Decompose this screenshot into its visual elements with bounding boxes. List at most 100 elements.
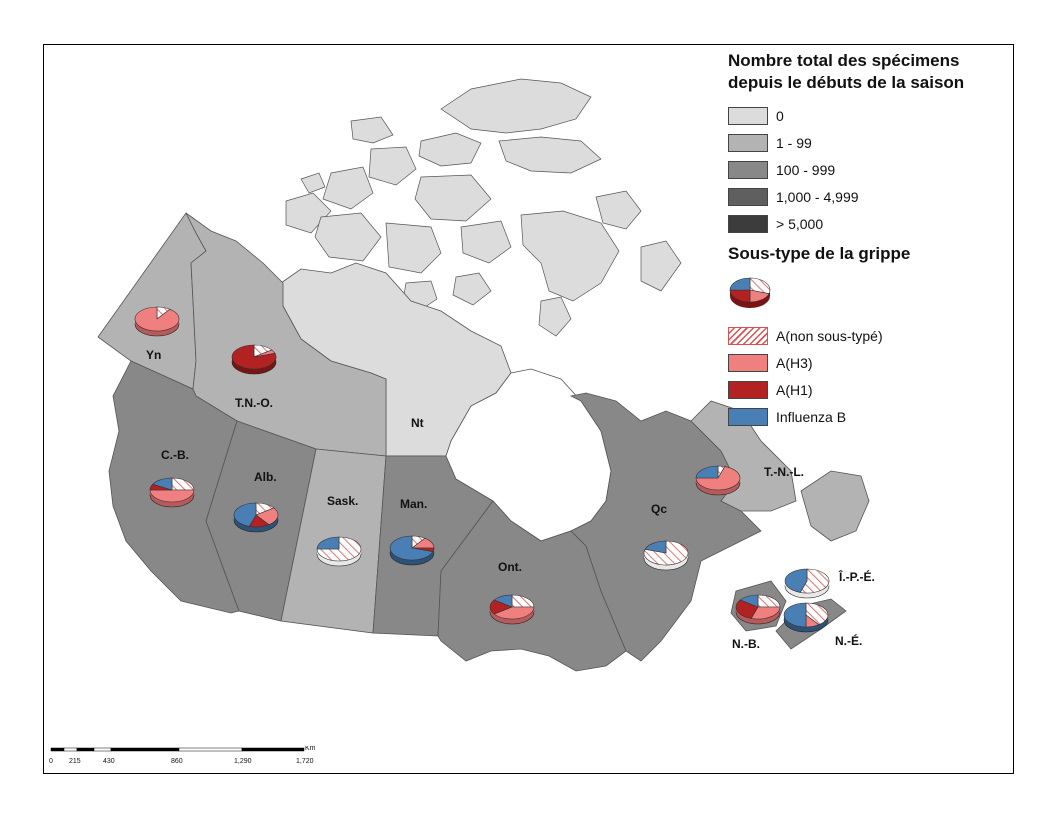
legend-class-row: 1 - 99 <box>728 133 812 153</box>
label-ne: N.-É. <box>835 633 862 648</box>
label-alb: Alb. <box>254 470 277 484</box>
scale-tick-label: 1,720 <box>296 758 314 765</box>
scale-tick-label: 0 <box>49 758 53 765</box>
label-man: Man. <box>400 497 427 511</box>
legend: Nombre total des spécimens depuis le déb… <box>728 50 1028 426</box>
legend-pie-slice-non-subtyped <box>749 277 771 295</box>
pie-nb <box>735 594 781 625</box>
pie-cb-slice-h3 <box>149 489 195 503</box>
region-yn <box>97 212 207 390</box>
label-ont: Ont. <box>498 560 522 574</box>
canada-map: Yn T.N.-O. Nt C.-B. Alb. Sask. Man. Ont.… <box>97 78 875 672</box>
pie-tnl <box>695 465 741 496</box>
pie-tnl-slice-influenza-b <box>695 465 719 479</box>
pie-nb-slice-influenza-b <box>739 594 759 608</box>
legend-subtype-row: Influenza B <box>728 407 846 427</box>
scale-tick-label: 860 <box>171 758 183 765</box>
arctic-islands <box>285 78 682 337</box>
newfoundland-island <box>800 470 870 542</box>
pie-alb-slice-influenza-b <box>233 502 257 527</box>
scale-bar-segment <box>63 747 78 752</box>
legend-subtype-swatch <box>728 408 768 426</box>
pie-ipe-slice-non-subtyped <box>799 568 830 594</box>
legend-subtype-row: A(H1) <box>728 380 813 400</box>
scale-tick-label: 215 <box>69 758 81 765</box>
pie-sask <box>316 536 362 567</box>
legend-subtype-label: A(H3) <box>776 355 813 371</box>
legend-subtype-swatch <box>728 354 768 372</box>
legend-class-swatch <box>728 215 768 233</box>
pie-ne <box>783 602 829 633</box>
scale-unit: Km <box>305 746 316 752</box>
legend-title-line1: Nombre total des spécimens <box>728 51 960 70</box>
legend-class-label: > 5,000 <box>776 216 824 232</box>
pie-man-slice-influenza-b <box>389 535 434 561</box>
pie-alb-slice-h3 <box>255 507 279 526</box>
scale-tick-label: 430 <box>103 758 115 765</box>
label-yn: Yn <box>146 348 161 362</box>
pie-yn-slice-h3 <box>134 306 180 332</box>
label-tno: T.N.-O. <box>235 396 273 410</box>
legend-subtype-swatch <box>728 381 768 399</box>
pie-ont-slice-h3 <box>493 606 535 620</box>
legend-class-swatch <box>728 188 768 206</box>
legend-title-line2: depuis le débuts de la saison <box>728 73 965 92</box>
scale-tick-label: 1,290 <box>234 758 252 765</box>
legend-class-swatch <box>728 134 768 152</box>
pie-qc <box>643 540 689 571</box>
legend-sample-pie <box>729 277 771 308</box>
pie-ipe <box>784 568 830 599</box>
pie-cb <box>149 477 195 508</box>
scale-bar: 0 215 430 860 1,290 1,720 Km <box>49 746 316 765</box>
legend-class-row: 1,000 - 4,999 <box>728 187 859 207</box>
label-tnl: T.-N.-L. <box>764 465 804 479</box>
legend-class-swatch <box>728 161 768 179</box>
legend-class-row: > 5,000 <box>728 214 823 234</box>
legend-class-label: 1,000 - 4,999 <box>776 189 859 205</box>
legend-pie-slice-h1 <box>729 289 751 303</box>
subtype-title: Sous-type de la grippe <box>728 244 911 263</box>
legend-class-label: 1 - 99 <box>776 135 812 151</box>
scale-bar-segment <box>93 747 112 752</box>
map-frame: Yn T.N.-O. Nt C.-B. Alb. Sask. Man. Ont.… <box>43 44 1014 774</box>
pie-cb-slice-influenza-b <box>152 477 173 491</box>
pie-nb-slice-h3 <box>750 606 781 620</box>
pie-ne-slice-non-subtyped <box>805 602 829 626</box>
pie-cb-slice-non-subtyped <box>171 477 195 491</box>
scale-bar-segment <box>241 747 305 752</box>
legend-class-row: 100 - 999 <box>728 160 835 180</box>
scale-bar-segment <box>50 747 65 752</box>
legend-subtype-row: A(non sous-typé) <box>728 326 883 346</box>
pie-yn <box>134 306 180 337</box>
pie-ipe-slice-influenza-b <box>784 568 808 593</box>
scale-bar-segment <box>178 747 243 752</box>
legend-subtype-label: A(non sous-typé) <box>776 328 883 344</box>
legend-subtype-row: A(H3) <box>728 353 813 373</box>
legend-subtype-swatch <box>728 327 768 345</box>
scale-bar-segment <box>76 747 95 752</box>
scale-bar-segment <box>110 747 180 752</box>
pie-ont <box>489 594 535 625</box>
pie-ne-slice-influenza-b <box>783 602 807 628</box>
pie-qc-slice-influenza-b <box>644 540 667 554</box>
legend-subtype-label: Influenza B <box>776 409 847 425</box>
pie-alb <box>233 502 279 533</box>
label-nt: Nt <box>411 416 424 430</box>
label-ipe: Î.-P.-É. <box>838 569 875 584</box>
pie-man <box>389 535 435 566</box>
label-qc: Qc <box>651 502 667 516</box>
legend-subtype-label: A(H1) <box>776 382 813 398</box>
legend-class-label: 100 - 999 <box>776 162 836 178</box>
pie-ont-slice-non-subtyped <box>511 594 535 608</box>
label-sask: Sask. <box>327 494 358 508</box>
legend-class-label: 0 <box>776 108 784 124</box>
legend-class-row: 0 <box>728 106 784 126</box>
pie-tno-slice-h1 <box>231 344 277 370</box>
pie-sask-slice-influenza-b <box>316 536 340 550</box>
legend-pie-slice-influenza-b <box>729 277 751 291</box>
region-ont <box>437 500 627 672</box>
pie-nb-slice-non-subtyped <box>757 594 781 608</box>
legend-class-swatch <box>728 107 768 125</box>
pie-tno <box>231 344 277 375</box>
label-nb: N.-B. <box>732 637 760 651</box>
